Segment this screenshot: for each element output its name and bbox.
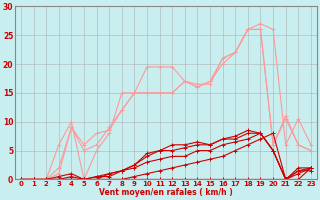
X-axis label: Vent moyen/en rafales ( km/h ): Vent moyen/en rafales ( km/h ) [99, 188, 233, 197]
